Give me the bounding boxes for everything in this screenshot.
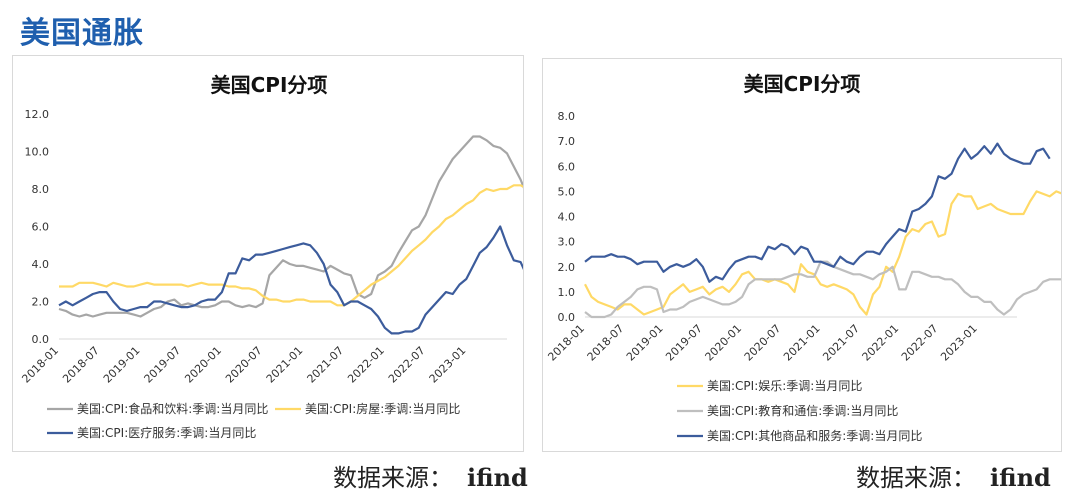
x-tick-label: 2021-07 bbox=[305, 344, 347, 386]
x-tick-label: 2022-01 bbox=[345, 344, 387, 386]
series-line-2 bbox=[58, 225, 570, 338]
source-note-left: 数据来源： ifind bbox=[333, 458, 528, 493]
y-tick-label: 1.0 bbox=[558, 286, 576, 299]
series-line-2 bbox=[584, 142, 1051, 283]
legend-label: 美国:CPI:其他商品和服务:季调:当月同比 bbox=[707, 428, 922, 443]
y-tick-label: 10.0 bbox=[25, 146, 50, 159]
x-tick-label: 2018-07 bbox=[60, 344, 102, 386]
x-tick-label: 2021-01 bbox=[264, 344, 306, 386]
y-tick-label: 6.0 bbox=[32, 221, 50, 234]
y-tick-label: 4.0 bbox=[32, 258, 50, 271]
legend-label: 美国:CPI:医疗服务:季调:当月同比 bbox=[77, 425, 256, 440]
x-tick-label: 2018-01 bbox=[19, 344, 61, 386]
legend-label: 美国:CPI:房屋:季调:当月同比 bbox=[305, 401, 460, 416]
x-tick-label: 2022-01 bbox=[860, 322, 902, 364]
x-tick-label: 2020-01 bbox=[182, 344, 224, 386]
legend-label: 美国:CPI:食品和饮料:季调:当月同比 bbox=[77, 401, 268, 416]
series-line-0 bbox=[584, 190, 1077, 316]
y-tick-label: 7.0 bbox=[558, 135, 576, 148]
y-tick-label: 0.0 bbox=[558, 311, 576, 324]
x-tick-label: 2020-07 bbox=[742, 322, 784, 364]
series-line-1 bbox=[59, 184, 549, 307]
source-label: 数据来源： bbox=[333, 464, 453, 492]
chart-left-title: 美国CPI分项 bbox=[211, 73, 328, 97]
source-value: ifind bbox=[990, 463, 1051, 492]
x-tick-label: 2020-01 bbox=[703, 322, 745, 364]
y-tick-label: 12.0 bbox=[25, 108, 50, 121]
y-tick-label: 3.0 bbox=[558, 236, 576, 249]
x-tick-label: 2020-07 bbox=[223, 344, 265, 386]
x-tick-label: 2018-01 bbox=[545, 322, 587, 364]
source-value: ifind bbox=[467, 463, 528, 492]
legend-label: 美国:CPI:教育和通信:季调:当月同比 bbox=[707, 403, 898, 418]
x-tick-label: 2021-01 bbox=[781, 322, 823, 364]
chart-right-title: 美国CPI分项 bbox=[744, 72, 861, 96]
x-tick-label: 2019-07 bbox=[142, 344, 184, 386]
x-tick-label: 2018-07 bbox=[585, 322, 627, 364]
y-tick-label: 2.0 bbox=[558, 261, 576, 274]
source-label: 数据来源： bbox=[856, 464, 976, 492]
x-tick-label: 2019-01 bbox=[624, 322, 666, 364]
chart-right-svg: 美国CPI分项 0.0 1.0 2.0 3.0 4.0 5.0 6.0 7.0 8.0 2018-… bbox=[545, 72, 1077, 443]
page-title: 美国通胀 bbox=[20, 16, 144, 51]
x-tick-label: 2022-07 bbox=[899, 322, 941, 364]
legend-label: 美国:CPI:娱乐:季调:当月同比 bbox=[707, 379, 862, 393]
y-tick-label: 2.0 bbox=[32, 296, 50, 309]
y-tick-label: 0.0 bbox=[32, 333, 50, 346]
x-tick-label: 2019-07 bbox=[663, 322, 705, 364]
x-tick-label: 2023-01 bbox=[938, 322, 980, 364]
y-tick-label: 6.0 bbox=[558, 160, 576, 173]
x-tick-label: 2021-07 bbox=[820, 322, 862, 364]
x-tick-label: 2023-01 bbox=[427, 344, 469, 386]
y-tick-label: 5.0 bbox=[558, 185, 576, 198]
y-tick-label: 4.0 bbox=[558, 211, 576, 224]
y-tick-label: 8.0 bbox=[32, 183, 50, 196]
y-tick-label: 8.0 bbox=[558, 110, 576, 123]
chart-panel-right: 美国CPI分项 0.0 1.0 2.0 3.0 4.0 5.0 6.0 7.0 8.0 2018-… bbox=[542, 58, 1077, 452]
chart-panel-left: 美国CPI分项 0.0 2.0 4.0 6.0 8.0 10.0 12.0 2018-01 20… bbox=[12, 55, 570, 452]
x-tick-label: 2022-07 bbox=[386, 344, 428, 386]
series-line-0 bbox=[58, 135, 542, 318]
x-tick-label: 2019-01 bbox=[101, 344, 143, 386]
series-line-1 bbox=[584, 260, 1077, 319]
source-note-right: 数据来源： ifind bbox=[856, 458, 1051, 493]
